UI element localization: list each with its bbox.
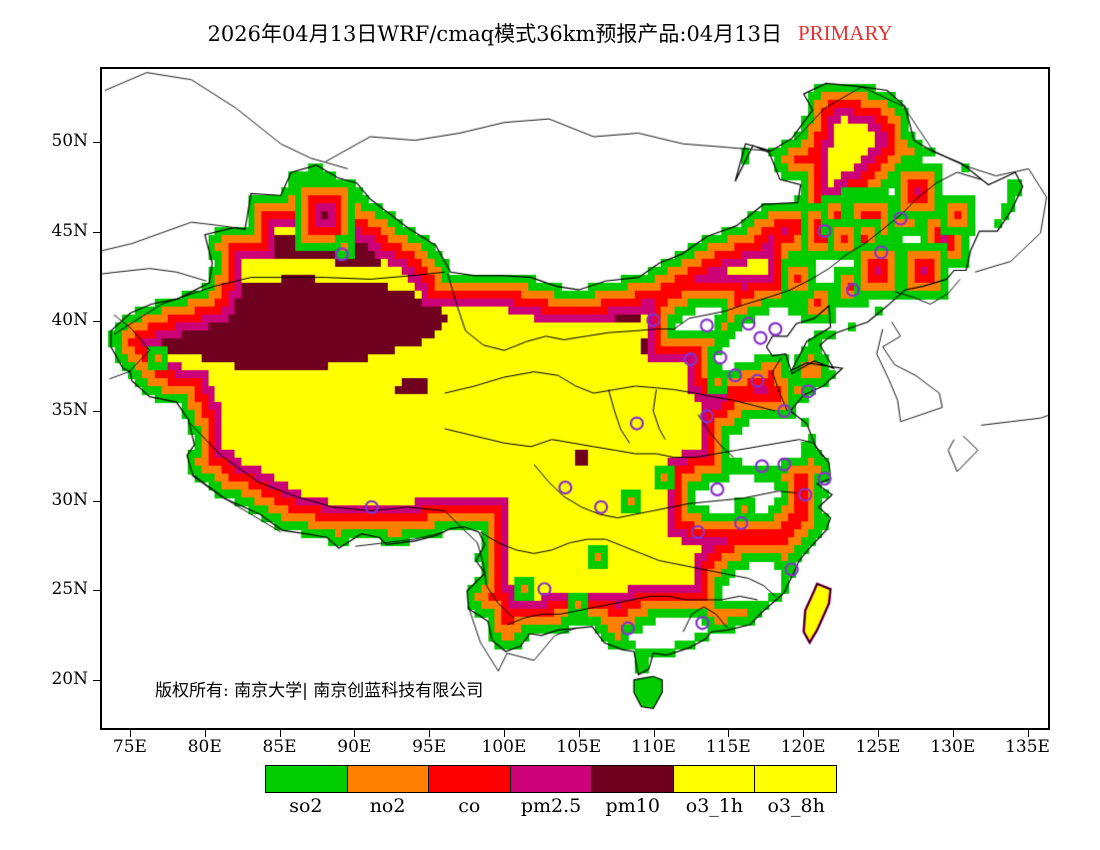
y-axis-label: 40N bbox=[51, 310, 88, 331]
legend-label-o3_8h: o3_8h bbox=[767, 795, 825, 817]
legend-label-so2: so2 bbox=[289, 795, 323, 817]
x-axis-tick bbox=[952, 730, 954, 737]
x-axis-tick bbox=[354, 730, 356, 737]
legend-label-no2: no2 bbox=[369, 795, 406, 817]
x-axis-tick bbox=[279, 730, 281, 737]
y-axis-label: 25N bbox=[51, 579, 88, 600]
legend-swatch-pm10 bbox=[592, 766, 674, 792]
x-axis-tick bbox=[503, 730, 505, 737]
x-axis-label: 75E bbox=[112, 737, 147, 757]
legend-swatch-co bbox=[429, 766, 511, 792]
legend-swatch-o3_8h bbox=[755, 766, 837, 792]
y-axis-tick bbox=[93, 411, 100, 413]
x-axis-tick bbox=[578, 730, 580, 737]
x-axis-tick bbox=[129, 730, 131, 737]
y-axis-tick bbox=[93, 321, 100, 323]
y-axis-tick bbox=[93, 500, 100, 502]
x-axis-tick bbox=[728, 730, 730, 737]
x-axis-label: 120E bbox=[780, 737, 826, 757]
y-axis-tick bbox=[93, 142, 100, 144]
x-axis-label: 115E bbox=[705, 737, 751, 757]
legend-swatch-no2 bbox=[347, 766, 430, 792]
x-axis-label: 100E bbox=[481, 737, 527, 757]
x-axis-label: 95E bbox=[412, 737, 447, 757]
y-axis-label: 50N bbox=[51, 131, 88, 152]
x-axis-label: 135E bbox=[1005, 737, 1050, 757]
x-axis-tick bbox=[1027, 730, 1029, 737]
legend-label-pm10: pm10 bbox=[605, 795, 660, 817]
x-axis-label: 80E bbox=[187, 737, 222, 757]
x-axis-tick bbox=[877, 730, 879, 737]
x-axis-label: 130E bbox=[930, 737, 976, 757]
x-axis-label: 90E bbox=[337, 737, 372, 757]
y-axis-tick bbox=[93, 590, 100, 592]
legend-label-co: co bbox=[458, 795, 481, 817]
legend-swatch-so2 bbox=[266, 766, 348, 792]
x-axis-tick bbox=[204, 730, 206, 737]
legend: so2 no2 co pm2.5 pm10 o3_1h o3_8h bbox=[265, 765, 837, 817]
x-axis-tick bbox=[429, 730, 431, 737]
x-axis-tick bbox=[653, 730, 655, 737]
y-axis-tick bbox=[93, 679, 100, 681]
title-main-text: 2026年04月13日WRF/cmaq模式36km预报产品:04月13日 bbox=[207, 22, 782, 46]
x-axis-tick bbox=[803, 730, 805, 737]
y-axis-label: 20N bbox=[51, 668, 88, 689]
page-title: 2026年04月13日WRF/cmaq模式36km预报产品:04月13日 PRIM… bbox=[0, 18, 1100, 48]
x-axis-label: 105E bbox=[556, 737, 602, 757]
legend-label-row: so2 no2 co pm2.5 pm10 o3_1h o3_8h bbox=[265, 795, 837, 817]
legend-swatch-pm2.5 bbox=[510, 766, 593, 792]
map-plot-frame bbox=[100, 67, 1050, 730]
title-primary-badge: PRIMARY bbox=[797, 20, 893, 45]
legend-swatch-o3_1h bbox=[673, 766, 756, 792]
x-axis-label: 85E bbox=[262, 737, 297, 757]
legend-label-o3_1h: o3_1h bbox=[685, 795, 744, 817]
y-axis-label: 35N bbox=[51, 400, 88, 421]
pollutant-map-canvas[interactable] bbox=[102, 69, 1048, 728]
copyright-notice: 版权所有: 南京大学| 南京创蓝科技有限公司 bbox=[155, 681, 484, 701]
x-axis-label: 110E bbox=[631, 737, 676, 757]
legend-color-bar bbox=[265, 765, 837, 793]
legend-label-pm2.5: pm2.5 bbox=[520, 795, 582, 817]
y-axis-label: 30N bbox=[51, 489, 88, 510]
x-axis-label: 125E bbox=[855, 737, 901, 757]
y-axis-tick bbox=[93, 231, 100, 233]
y-axis-label: 45N bbox=[51, 220, 88, 241]
